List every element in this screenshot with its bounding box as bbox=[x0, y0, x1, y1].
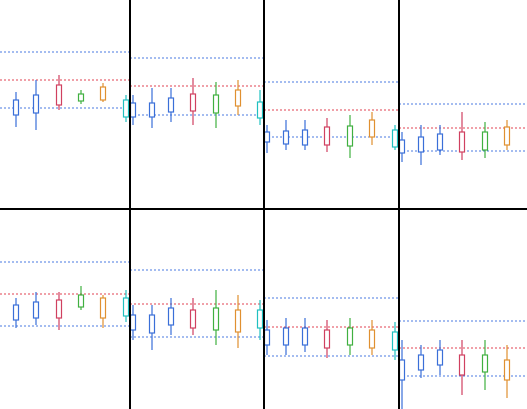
box bbox=[77, 294, 85, 308]
box bbox=[234, 309, 242, 333]
box bbox=[323, 329, 331, 349]
box bbox=[481, 354, 489, 373]
box bbox=[32, 301, 40, 319]
box bbox=[301, 129, 309, 146]
box bbox=[458, 131, 466, 153]
box bbox=[391, 129, 399, 148]
box bbox=[503, 126, 511, 146]
box bbox=[12, 304, 20, 321]
box bbox=[122, 99, 130, 118]
box bbox=[55, 84, 63, 106]
box bbox=[417, 136, 425, 153]
box bbox=[167, 97, 175, 113]
box bbox=[417, 354, 425, 371]
box bbox=[323, 126, 331, 146]
box bbox=[212, 307, 220, 331]
box bbox=[346, 125, 354, 147]
box bbox=[234, 89, 242, 107]
box bbox=[32, 94, 40, 114]
box bbox=[212, 94, 220, 114]
box bbox=[282, 327, 290, 346]
box bbox=[256, 309, 264, 329]
box bbox=[55, 299, 63, 319]
box bbox=[263, 329, 271, 346]
box bbox=[368, 329, 376, 349]
box bbox=[148, 314, 156, 334]
box bbox=[282, 130, 290, 145]
box bbox=[301, 327, 309, 346]
box bbox=[398, 359, 406, 381]
box bbox=[263, 131, 271, 143]
box bbox=[189, 309, 197, 329]
box bbox=[148, 102, 156, 118]
box bbox=[481, 131, 489, 151]
box bbox=[129, 314, 137, 331]
box bbox=[398, 139, 406, 154]
box bbox=[99, 297, 107, 319]
box bbox=[99, 86, 107, 101]
box bbox=[129, 102, 137, 118]
box bbox=[122, 297, 130, 317]
box bbox=[458, 354, 466, 376]
box bbox=[77, 93, 85, 102]
box bbox=[436, 133, 444, 151]
box bbox=[503, 359, 511, 381]
box bbox=[368, 119, 376, 138]
box bbox=[256, 101, 264, 119]
box bbox=[167, 307, 175, 326]
box bbox=[12, 99, 20, 116]
plots bbox=[0, 51, 527, 409]
box bbox=[346, 327, 354, 346]
box bbox=[189, 93, 197, 112]
box bbox=[436, 349, 444, 366]
box bbox=[391, 331, 399, 351]
